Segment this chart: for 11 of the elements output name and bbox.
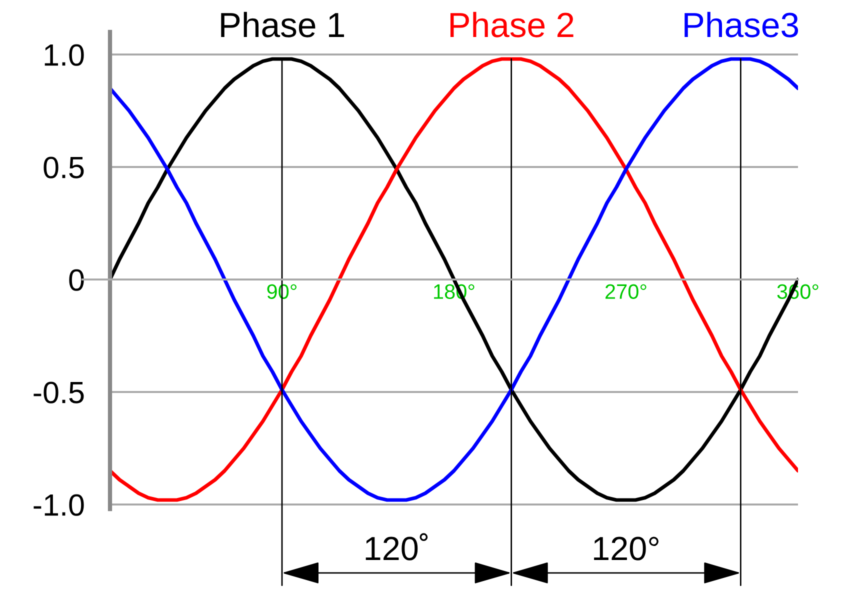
y-tick-label: 0.5 (44, 156, 84, 178)
series-label: Phase 1 (221, 12, 344, 38)
y-tick-label: 0 (69, 269, 84, 291)
y-tick-label: -0.5 (34, 382, 84, 404)
text: 120˚ (366, 533, 428, 560)
y-tick-label: 1.0 (44, 44, 84, 66)
series-label: Phase3 (684, 12, 798, 38)
series-label: Phase 2 (450, 12, 574, 38)
y-tick-label: -1.0 (34, 494, 84, 516)
text: 120° (594, 536, 658, 560)
x-tick-label: 270° (606, 284, 646, 299)
